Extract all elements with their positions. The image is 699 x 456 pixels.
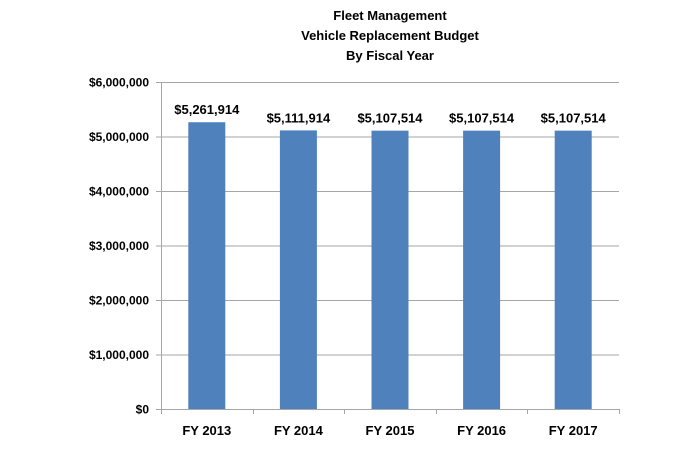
y-tick-label: $1,000,000 [89, 348, 149, 362]
y-tick-label: $3,000,000 [89, 239, 149, 253]
chart-title-line-2: Vehicle Replacement Budget [301, 28, 479, 43]
chart-title-line-3: By Fiscal Year [346, 48, 434, 63]
x-tick-label: FY 2017 [549, 423, 598, 438]
x-tick-label: FY 2014 [274, 423, 324, 438]
bar-fy-2014 [279, 130, 317, 409]
data-label: $5,261,914 [174, 102, 240, 117]
bar-fy-2013 [188, 122, 226, 410]
y-tick-label: $6,000,000 [89, 76, 149, 90]
bar-fy-2016 [463, 130, 501, 409]
y-tick-label: $4,000,000 [89, 185, 149, 199]
bar-fy-2015 [371, 130, 409, 409]
y-tick-label: $0 [136, 403, 150, 417]
x-tick-label: FY 2013 [182, 423, 231, 438]
data-label: $5,111,914 [267, 110, 331, 125]
x-tick-label: FY 2016 [457, 423, 506, 438]
data-label: $5,107,514 [541, 111, 607, 126]
bar-fy-2017 [554, 130, 592, 409]
y-tick-label: $5,000,000 [89, 130, 149, 144]
y-tick-label: $2,000,000 [89, 294, 149, 308]
data-label: $5,107,514 [449, 111, 515, 126]
data-label: $5,107,514 [357, 111, 423, 126]
x-tick-label: FY 2015 [366, 423, 415, 438]
chart-title-line-1: Fleet Management [333, 8, 447, 23]
